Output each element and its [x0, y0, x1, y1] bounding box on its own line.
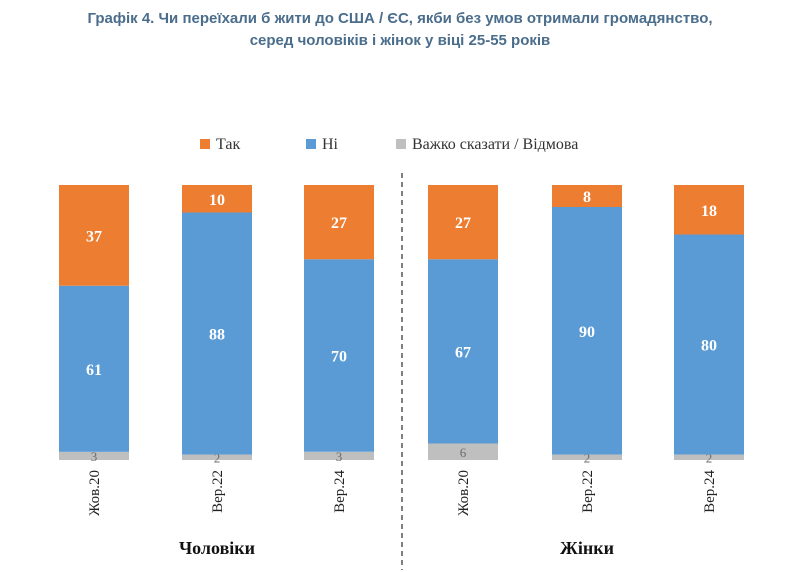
bar-segment-6-3 [674, 185, 744, 235]
bar-segment-3-2 [304, 259, 374, 452]
x-tick-labels: Жов.20 Вер.22 Вер.24 Жов.20 Вер.22 Вер.24 [87, 470, 718, 517]
bar-segment-3-1 [304, 451, 374, 460]
bar-segment-5-3 [552, 185, 622, 207]
bars: 3 61 37 2 88 10 3 70 27 6 67 27 2 90 8 2 80 18 [59, 185, 744, 465]
bar-segment-1-1 [59, 451, 129, 460]
data-label-3-3: 27 [331, 215, 347, 232]
data-label-1-2: 61 [86, 362, 102, 379]
bar-segment-6-2 [674, 234, 744, 455]
bar-segment-2-1 [182, 454, 252, 460]
group-labels: Чоловіки Жінки [179, 538, 614, 558]
data-label-4-2: 67 [455, 344, 471, 361]
bar-segment-1-3 [59, 185, 129, 286]
data-label-5-2: 90 [579, 324, 595, 341]
data-label-5-1: 2 [584, 450, 591, 465]
data-label-1-3: 37 [86, 228, 102, 245]
x-tick-label-2: Вер.22 [210, 470, 226, 513]
bar-segment-2-2 [182, 212, 252, 455]
data-label-6-1: 2 [706, 450, 713, 465]
data-label-5-3: 8 [583, 189, 591, 206]
x-tick-label-4: Жов.20 [456, 470, 472, 516]
group-label-1: Чоловіки [179, 538, 255, 558]
data-label-4-3: 27 [455, 215, 471, 232]
legend-label-1: Так [216, 136, 240, 153]
group-label-2: Жінки [560, 538, 614, 558]
chart-title: Графік 4. Чи переїхали б жити до США / Є… [0, 8, 800, 52]
legend: Так Ні Важко сказати / Відмова [200, 136, 578, 153]
data-label-1-1: 3 [91, 449, 98, 464]
legend-label-3: Важко сказати / Відмова [412, 136, 578, 153]
bar-segment-1-2 [59, 285, 129, 452]
bar-segment-5-1 [552, 454, 622, 460]
x-tick-label-6: Вер.24 [702, 470, 718, 513]
bar-segment-3-3 [304, 185, 374, 260]
chart-title-line-1: Графік 4. Чи переїхали б жити до США / Є… [87, 10, 713, 27]
data-label-6-2: 80 [701, 338, 717, 355]
legend-swatch-2 [306, 139, 316, 149]
bar-segment-5-2 [552, 207, 622, 455]
bar-segment-6-1 [674, 454, 744, 460]
data-label-2-2: 88 [209, 327, 225, 344]
legend-label-2: Ні [322, 136, 339, 153]
data-label-6-3: 18 [701, 203, 717, 220]
x-tick-label-1: Жов.20 [87, 470, 103, 516]
legend-swatch-3 [396, 139, 406, 149]
legend-swatch-1 [200, 139, 210, 149]
bar-segment-2-3 [182, 185, 252, 213]
data-label-2-3: 10 [209, 192, 225, 209]
bar-segment-4-2 [428, 259, 498, 444]
data-label-3-1: 3 [336, 449, 343, 464]
data-label-2-1: 2 [214, 450, 221, 465]
x-tick-label-3: Вер.24 [332, 470, 348, 513]
bar-segment-4-3 [428, 185, 498, 260]
chart-title-line-2: серед чоловіків і жінок у віці 25-55 рок… [249, 32, 551, 49]
data-label-4-1: 6 [460, 445, 467, 460]
data-label-3-2: 70 [331, 349, 347, 366]
x-tick-label-5: Вер.22 [580, 470, 596, 513]
bar-segment-4-1 [428, 443, 498, 460]
